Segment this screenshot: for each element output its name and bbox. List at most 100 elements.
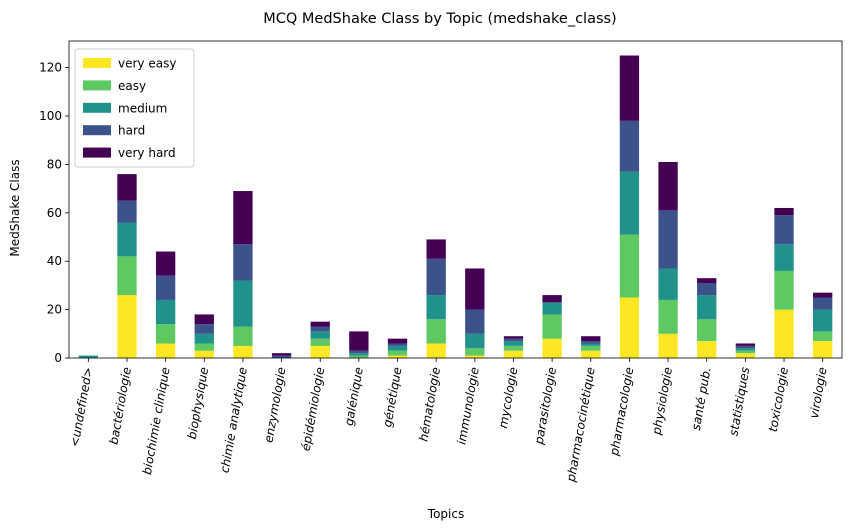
bar-segment-easy: [813, 331, 833, 342]
bar-segment-medium: [619, 171, 640, 235]
x-tick-label: physiologie: [649, 366, 675, 437]
legend: very easy easy medium hard very hard: [74, 48, 195, 168]
bar-segment-hard: [155, 275, 176, 300]
bar-segment-medium: [117, 222, 137, 257]
bar-segment-very-easy: [542, 338, 562, 358]
bar-segment-very-easy: [233, 345, 253, 358]
bar-segment-very-hard: [426, 239, 446, 259]
x-tick-label: mycologie: [496, 366, 521, 429]
bar-segment-medium: [426, 295, 446, 320]
x-tick-label: biochimie clinique: [140, 366, 173, 476]
bar-segment-very-easy: [155, 343, 176, 358]
bar-segment-easy: [233, 326, 253, 346]
bar-segment-hard: [658, 210, 678, 269]
bar-segment-hard: [349, 350, 369, 354]
legend-label: hard: [118, 124, 145, 138]
legend-swatch: [83, 125, 111, 136]
bar-segment-hard: [774, 215, 794, 245]
bar-segment-medium: [155, 299, 176, 325]
bar-segment-very-hard: [271, 353, 292, 356]
bar-segment-hard: [233, 244, 253, 281]
bar-segment-hard: [310, 326, 330, 332]
x-tick-label: génétique: [380, 366, 404, 428]
bar-segment-very-hard: [155, 251, 176, 276]
bar-segment-hard: [581, 341, 601, 344]
bar-segment-hard: [194, 324, 214, 334]
bar-segment-very-easy: [658, 333, 678, 358]
y-tick-label: 60: [47, 206, 62, 220]
bar-segment-hard: [697, 282, 717, 296]
x-tick-label: parasitologie: [532, 366, 559, 446]
legend-swatch: [83, 58, 111, 68]
bar-segment-very-easy: [387, 355, 408, 358]
x-tick-label: santé pub.: [689, 366, 714, 431]
x-tick-label: immunologie: [454, 366, 481, 446]
bar-segment-hard: [465, 309, 485, 334]
bar-segment-very-hard: [658, 161, 678, 211]
bar-segment-very-easy: [503, 350, 524, 358]
bar-segment-easy: [658, 299, 678, 334]
bar-segment-medium: [310, 331, 330, 339]
bar-segment-medium: [658, 268, 678, 300]
bar-segment-easy: [619, 234, 640, 298]
x-tick-label: pharmacocinétique: [564, 366, 598, 484]
y-tick-label: 20: [47, 303, 62, 317]
legend-box: [74, 48, 195, 168]
bar-segment-hard: [117, 200, 137, 223]
x-tick-label: épidémiologie: [299, 366, 327, 452]
bar-segment-medium: [542, 302, 562, 315]
bar-segment-medium: [697, 295, 717, 320]
bar-segment-very-hard: [117, 174, 137, 201]
y-tick-label: 120: [39, 61, 62, 75]
legend-label: very easy: [118, 57, 176, 71]
legend-swatch: [83, 102, 111, 113]
bar-segment-medium: [774, 244, 794, 271]
bar-segment-easy: [465, 348, 485, 356]
bar-segment-very-hard: [387, 338, 408, 344]
bar-segment-very-hard: [774, 207, 794, 216]
bar-segment-very-hard: [697, 278, 717, 283]
x-tick-label: galénique: [342, 366, 366, 427]
x-tick-label: hématologie: [416, 366, 443, 442]
bar-segment-easy: [426, 319, 446, 344]
bar-segment-very-easy: [619, 297, 640, 358]
legend-label: very hard: [118, 146, 176, 160]
x-tick-label: virologie: [807, 366, 830, 419]
bar-segment-medium: [813, 309, 833, 332]
bar-segment-medium: [581, 343, 601, 346]
bar-segment-easy: [310, 338, 330, 346]
y-tick-label: 0: [54, 351, 62, 365]
bar-segment-easy: [387, 350, 408, 356]
bar-segment-very-easy: [194, 350, 214, 358]
plot-frame: [68, 40, 843, 359]
bar-segment-very-easy: [774, 309, 794, 358]
bar-segment-easy: [735, 350, 756, 354]
bar-segment-very-hard: [581, 336, 601, 342]
bar-segment-hard: [503, 338, 524, 342]
x-tick-label: toxicologie: [766, 366, 791, 433]
bar-segment-hard: [813, 297, 833, 310]
bar-segment-very-easy: [426, 343, 446, 358]
bar-segment-hard: [387, 343, 408, 346]
y-tick-label: 80: [47, 157, 62, 171]
x-tick-label: biophysique: [185, 366, 211, 440]
legend-label: medium: [118, 101, 167, 115]
bar-segment-very-easy: [581, 350, 601, 358]
bar-segment-very-easy: [697, 341, 717, 358]
bar-segment-easy: [542, 314, 562, 339]
chart-title: MCQ MedShake Class by Topic (medshake_cl…: [263, 11, 616, 27]
x-tick-label: pharmacologie: [607, 366, 637, 458]
x-tick-label: <undefined>: [67, 366, 95, 448]
bar-segment-hard: [271, 355, 292, 358]
bar-segment-very-hard: [542, 295, 562, 303]
bar-segment-very-hard: [310, 321, 330, 327]
legend-swatch: [83, 80, 111, 91]
y-axis-label: MedShake Class: [8, 159, 22, 256]
bar-segment-medium: [194, 333, 214, 344]
x-tick-label: enzymologie: [261, 366, 288, 444]
bar-segment-very-hard: [735, 343, 756, 346]
bar-segment-very-hard: [465, 268, 485, 310]
x-tick-label: statistiques: [726, 366, 752, 437]
bar-segment-easy: [117, 256, 137, 296]
legend-swatch: [83, 147, 111, 158]
